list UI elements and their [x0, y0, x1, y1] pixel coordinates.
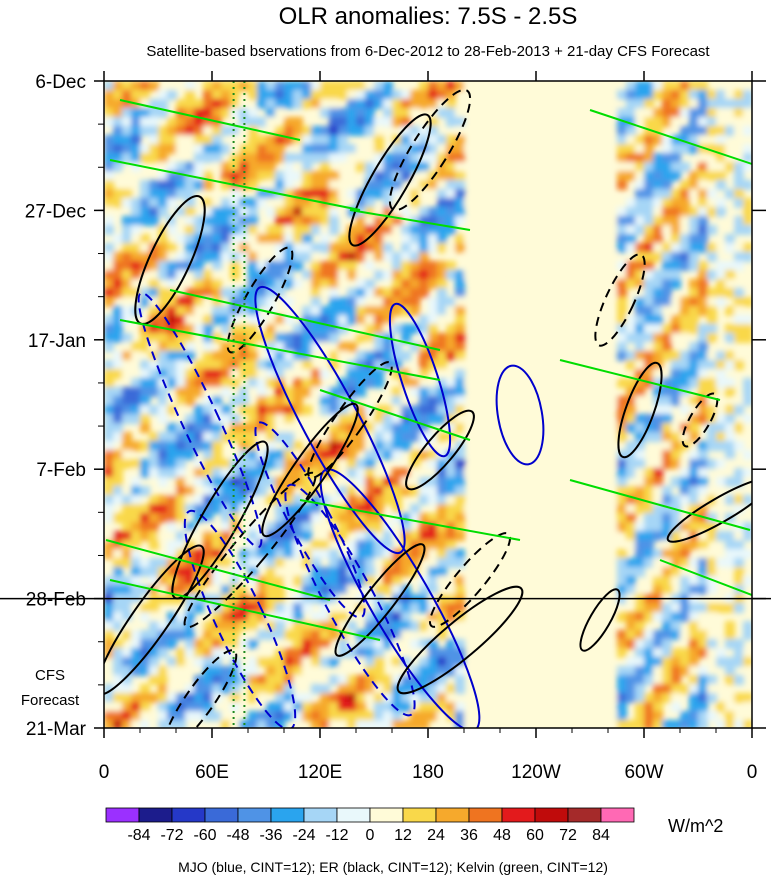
y-tick-label-0: 6-Dec [35, 72, 86, 93]
colorbar-label-0: -84 [127, 827, 150, 844]
colorbar-swatch-4 [237, 807, 272, 823]
x-tick-label-3: 180 [412, 762, 444, 783]
colorbar-swatch-6 [303, 807, 338, 823]
x-tick-label-5: 60W [624, 762, 663, 783]
x-tick-label-2: 120E [298, 762, 342, 783]
forecast-label-line-1: CFS [35, 667, 65, 684]
colorbar-swatch-14 [567, 807, 602, 823]
forecast-label-line-2: Forecast [21, 692, 80, 709]
colorbar-swatch-7 [336, 807, 371, 823]
y-axis: 6-Dec 27-Dec 17-Jan 7-Feb 28-Feb 21-Mar [25, 72, 766, 740]
colorbar-swatch-3 [204, 807, 239, 823]
colorbar: -84 -72 -60 -48 -36 -24 -12 0 12 24 36 48 60 72 84 [105, 807, 635, 844]
colorbar-swatch-8 [369, 807, 404, 823]
colorbar-label-8: 12 [394, 827, 412, 844]
chart-subtitle: Satellite-based bservations from 6-Dec-2… [146, 43, 710, 60]
colorbar-label-1: -72 [160, 827, 183, 844]
colorbar-label-6: -12 [325, 827, 348, 844]
colorbar-swatch-1 [138, 807, 173, 823]
colorbar-label-14: 84 [592, 827, 610, 844]
colorbar-label-13: 72 [559, 827, 577, 844]
y-tick-label-2: 17-Jan [28, 331, 86, 352]
plot-area [0, 80, 771, 729]
colorbar-swatch-11 [468, 807, 503, 823]
x-tick-label-4: 120W [511, 762, 561, 783]
y-tick-label-4: 28-Feb [26, 590, 86, 611]
colorbar-swatch-12 [501, 807, 536, 823]
y-tick-label-1: 27-Dec [25, 201, 86, 222]
x-axis: 0 60E 120E 180 120W 60W 0 [99, 71, 758, 783]
colorbar-swatch-2 [171, 807, 206, 823]
colorbar-label-9: 24 [427, 827, 445, 844]
colorbar-label-12: 60 [526, 827, 544, 844]
colorbar-label-5: -24 [292, 827, 315, 844]
overlay-caption: MJO (blue, CINT=12); ER (black, CINT=12)… [178, 859, 608, 875]
forecast-label: CFS Forecast [21, 667, 80, 709]
y-tick-label-3: 7-Feb [36, 460, 86, 481]
wave-filtered-contours [104, 88, 752, 728]
colorbar-swatch-9 [402, 807, 437, 823]
y-tick-label-5: 21-Mar [26, 719, 87, 740]
chart-title: OLR anomalies: 7.5S - 2.5S [279, 3, 578, 30]
x-tick-label-1: 60E [195, 762, 229, 783]
colorbar-label-4: -36 [259, 827, 282, 844]
colorbar-units: W/m^2 [668, 816, 723, 836]
colorbar-swatch-5 [270, 807, 305, 823]
colorbar-label-7: 0 [366, 827, 375, 844]
colorbar-swatch-0 [105, 807, 140, 823]
colorbar-label-3: -48 [226, 827, 249, 844]
colorbar-label-11: 48 [493, 827, 511, 844]
colorbar-swatch-15 [600, 807, 635, 823]
x-tick-label-6: 0 [747, 762, 758, 783]
colorbar-swatch-13 [534, 807, 569, 823]
colorbar-label-2: -60 [193, 827, 216, 844]
colorbar-swatch-10 [435, 807, 470, 823]
colorbar-label-10: 36 [460, 827, 478, 844]
x-tick-label-0: 0 [99, 762, 110, 783]
